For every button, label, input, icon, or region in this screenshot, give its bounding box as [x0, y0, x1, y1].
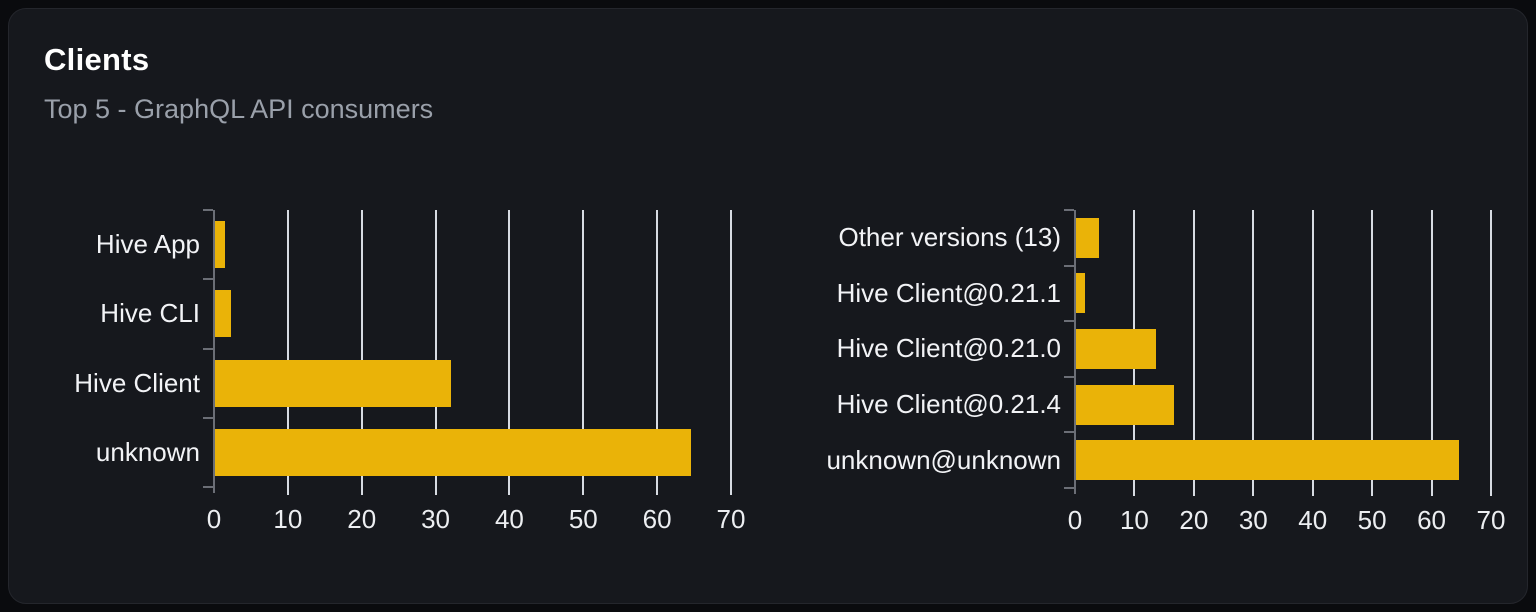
x-tick-label-70: 70	[716, 504, 746, 534]
bar-other-versions-13[interactable]	[1076, 217, 1100, 258]
bar-hive-client-0-21-4[interactable]	[1076, 384, 1175, 425]
clients-top5-chart: Hive App Hive CLI Hive Client unknown 0 10 20 3…	[74, 209, 801, 547]
bar-hive-client-0-21-1[interactable]	[1076, 273, 1085, 314]
plot-area	[1064, 209, 1492, 496]
y-axis-line	[1074, 210, 1076, 494]
y-axis-line	[213, 210, 215, 493]
x-tick-label-30: 30	[421, 504, 451, 534]
y-axis-tick	[203, 348, 213, 350]
x-tick-label-0: 0	[1067, 505, 1083, 535]
category-label-other-versions-13: Other versions (13)	[838, 222, 1061, 253]
clients-card	[8, 8, 1528, 604]
x-tick-label-50: 50	[1357, 505, 1387, 535]
gridline-70	[1490, 210, 1492, 496]
y-axis-tick	[1064, 487, 1074, 489]
x-tick-label-10: 10	[1119, 505, 1149, 535]
x-tick-label-60: 60	[642, 504, 672, 534]
y-axis-tick	[1064, 376, 1074, 378]
gridline-50	[1371, 210, 1374, 496]
gridline-30	[1252, 210, 1255, 496]
bar-hive-cli[interactable]	[215, 290, 232, 338]
gridline-70	[730, 210, 732, 495]
category-label-hive-client-0-21-4: Hive Client@0.21.4	[836, 389, 1061, 420]
gridline-10	[286, 210, 289, 495]
gridline-40	[508, 210, 511, 495]
bar-hive-client-0-21-0[interactable]	[1076, 329, 1157, 369]
gridline-20	[1192, 210, 1195, 496]
y-axis-tick	[1064, 209, 1074, 211]
category-labels: Other versions (13) Hive Client@0.21.1 Hiv…	[826, 210, 1061, 488]
x-tick-label-40: 40	[1298, 505, 1328, 535]
gridline-40	[1311, 210, 1314, 496]
y-axis-tick	[1064, 320, 1074, 322]
category-label-unknown-unknown: unknown@unknown	[826, 444, 1061, 475]
plot-area	[203, 209, 732, 495]
y-axis-tick	[203, 278, 213, 280]
y-axis-tick	[203, 486, 213, 488]
category-label-unknown: unknown	[95, 436, 200, 467]
gridline-30	[434, 210, 437, 495]
y-axis-tick	[203, 209, 213, 211]
category-label-hive-client-0-21-0: Hive Client@0.21.0	[836, 333, 1061, 364]
x-tick-label-20: 20	[347, 504, 377, 534]
x-tick-label-0: 0	[206, 504, 222, 534]
y-axis-tick	[1064, 265, 1074, 267]
card-subtitle: Top 5 - GraphQL API consumers	[44, 94, 434, 124]
x-tick-label-70: 70	[1476, 505, 1506, 535]
x-tick-label-30: 30	[1238, 505, 1268, 535]
category-label-hive-app: Hive App	[95, 229, 200, 260]
x-tick-label-20: 20	[1179, 505, 1209, 535]
gridline-50	[582, 210, 585, 495]
gridline-60	[656, 210, 659, 495]
bar-unknown[interactable]	[215, 428, 692, 476]
x-tick-label-40: 40	[494, 504, 524, 534]
x-tick-label-60: 60	[1417, 505, 1447, 535]
bar-hive-client[interactable]	[215, 359, 452, 407]
category-labels: Hive App Hive CLI Hive Client unknown	[74, 210, 200, 487]
category-label-hive-client-0-21-1: Hive Client@0.21.1	[836, 277, 1061, 308]
gridline-60	[1430, 210, 1433, 496]
y-axis-tick	[203, 417, 213, 419]
x-tick-label-10: 10	[273, 504, 303, 534]
gridline-20	[360, 210, 363, 495]
client-versions-chart: Other versions (13) Hive Client@0.21.1 Hiv…	[826, 209, 1536, 548]
category-label-hive-cli: Hive CLI	[100, 298, 200, 329]
category-label-hive-client: Hive Client	[74, 367, 200, 398]
y-axis-tick	[1064, 431, 1074, 433]
card-title: Clients	[44, 42, 150, 77]
bar-hive-app[interactable]	[215, 221, 225, 269]
x-tick-label-50: 50	[568, 504, 598, 534]
bar-unknown-unknown[interactable]	[1076, 440, 1459, 481]
